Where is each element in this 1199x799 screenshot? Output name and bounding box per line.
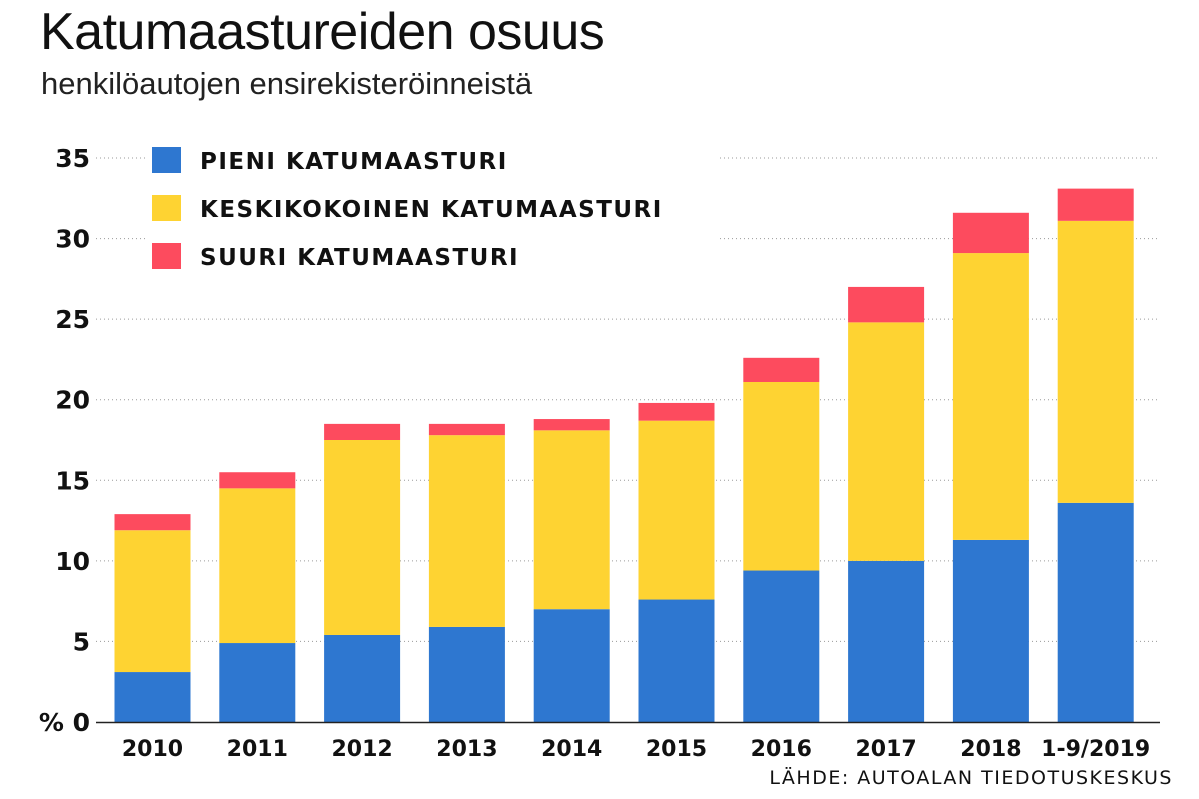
chart-subtitle: henkilöautojen ensirekisteröinneistä bbox=[41, 66, 533, 101]
bar-segment-2-2012 bbox=[324, 440, 401, 635]
y-tick-label: % 0 bbox=[39, 708, 90, 737]
bar-segment-3-2010 bbox=[114, 514, 191, 531]
x-tick-label: 2016 bbox=[751, 737, 812, 762]
y-tick-label: 10 bbox=[55, 547, 90, 576]
legend-swatch bbox=[152, 147, 181, 173]
x-tick-label: 1-9/2019 bbox=[1041, 737, 1150, 762]
bar-segment-2-2015 bbox=[638, 420, 715, 600]
chart-title: Katumaastureiden osuus bbox=[40, 3, 605, 61]
y-tick-label: 35 bbox=[55, 144, 90, 173]
bar-segment-1-2010 bbox=[114, 672, 191, 722]
legend-background bbox=[148, 141, 718, 289]
bar-segment-1-2015 bbox=[638, 599, 715, 722]
bar-segment-1-2018 bbox=[952, 539, 1029, 722]
legend-label: PIENI KATUMAASTURI bbox=[200, 149, 508, 175]
bar-segment-3-1-9/2019 bbox=[1057, 188, 1134, 221]
bar-segment-1-2012 bbox=[324, 634, 401, 722]
axes: % 0 5 10 15 20 25 30 35 2010 2011 2012 2013 2014 2015… bbox=[39, 144, 1160, 762]
bar-segment-1-2017 bbox=[848, 560, 925, 722]
bar-segment-1-2011 bbox=[219, 643, 296, 722]
bar-segment-3-2011 bbox=[219, 472, 296, 489]
source-note: LÄHDE: AUTOALAN TIEDOTUSKESKUS bbox=[769, 767, 1173, 789]
x-tick-label: 2012 bbox=[331, 737, 392, 762]
bar-segment-1-2016 bbox=[743, 570, 820, 722]
legend-label: KESKIKOKOINEN KATUMAASTURI bbox=[200, 197, 663, 223]
y-tick-label: 15 bbox=[55, 466, 90, 495]
bar-segment-3-2012 bbox=[324, 423, 401, 440]
bar-segment-2-2017 bbox=[848, 322, 925, 561]
bar-segment-1-2013 bbox=[428, 626, 505, 722]
y-tick-label: 5 bbox=[73, 627, 90, 656]
bars bbox=[114, 188, 1134, 722]
bar-segment-3-2013 bbox=[428, 423, 505, 436]
bar-segment-2-1-9/2019 bbox=[1057, 220, 1134, 503]
legend: PIENI KATUMAASTURI KESKIKOKOINEN KATUMAAS… bbox=[148, 141, 718, 289]
bar-segment-2-2016 bbox=[743, 381, 820, 571]
x-tick-label: 2013 bbox=[436, 737, 497, 762]
bar-segment-2-2014 bbox=[533, 430, 610, 610]
legend-swatch bbox=[152, 195, 181, 221]
bar-segment-2-2018 bbox=[952, 253, 1029, 540]
bar-segment-2-2011 bbox=[219, 488, 296, 644]
bar-segment-3-2018 bbox=[952, 212, 1029, 254]
x-tick-label: 2017 bbox=[855, 737, 916, 762]
bar-segment-3-2016 bbox=[743, 357, 820, 382]
y-tick-label: 25 bbox=[55, 305, 90, 334]
x-tick-label: 2014 bbox=[541, 737, 602, 762]
x-tick-label: 2015 bbox=[646, 737, 707, 762]
x-tick-label: 2018 bbox=[960, 737, 1021, 762]
bar-segment-1-2014 bbox=[533, 609, 610, 722]
y-tick-label: 30 bbox=[55, 225, 90, 254]
bar-segment-1-1-9/2019 bbox=[1057, 502, 1134, 722]
bar-segment-3-2014 bbox=[533, 419, 610, 431]
bar-segment-3-2017 bbox=[848, 286, 925, 323]
bar-segment-2-2010 bbox=[114, 530, 191, 673]
bar-segment-3-2015 bbox=[638, 402, 715, 421]
legend-swatch bbox=[152, 243, 181, 269]
bar-segment-2-2013 bbox=[428, 435, 505, 627]
x-tick-label: 2011 bbox=[227, 737, 288, 762]
x-tick-label: 2010 bbox=[122, 737, 183, 762]
legend-label: SUURI KATUMAASTURI bbox=[200, 245, 519, 271]
y-tick-label: 20 bbox=[55, 386, 90, 415]
